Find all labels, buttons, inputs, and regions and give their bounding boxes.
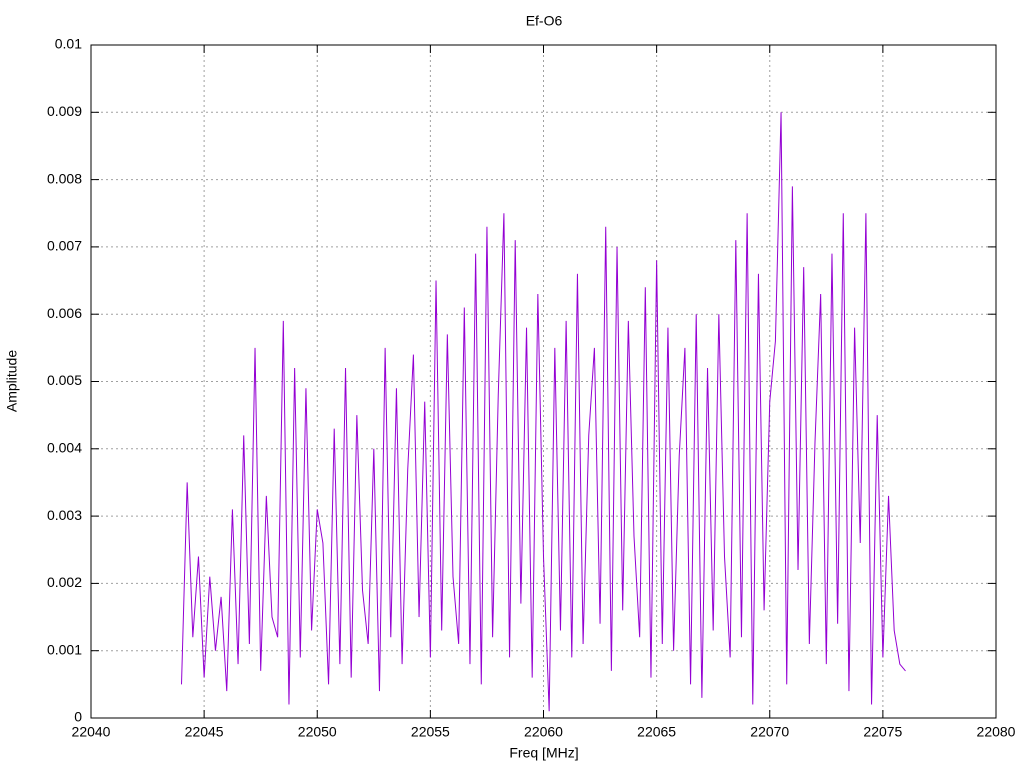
y-tick-label: 0.004 — [47, 440, 82, 456]
x-tick-label: 22070 — [750, 724, 789, 740]
y-tick-label: 0.007 — [47, 238, 82, 254]
x-tick-label: 22050 — [298, 724, 337, 740]
y-tick-label: 0.009 — [47, 103, 82, 119]
y-tick-label: 0.001 — [47, 641, 82, 657]
y-tick-label: 0.008 — [47, 170, 82, 186]
x-tick-label: 22055 — [411, 724, 450, 740]
y-tick-label: 0 — [74, 709, 82, 725]
x-tick-label: 22075 — [863, 724, 902, 740]
x-tick-label: 22080 — [977, 724, 1016, 740]
x-axis-label: Freq [MHz] — [509, 745, 578, 761]
plot-border — [90, 44, 997, 719]
x-tick-label: 22045 — [185, 724, 224, 740]
x-tick-label: 22060 — [524, 724, 563, 740]
y-tick-label: 0.006 — [47, 305, 82, 321]
y-tick-label: 0.003 — [47, 507, 82, 523]
y-tick-label: 0.002 — [47, 574, 82, 590]
y-axis-label: Amplitude — [4, 350, 20, 412]
x-tick-label: 22065 — [637, 724, 676, 740]
chart-title: Ef-O6 — [526, 13, 563, 29]
x-tick-label: 22040 — [72, 724, 111, 740]
y-tick-label: 0.005 — [47, 372, 82, 388]
data-line — [181, 112, 906, 712]
y-tick-label: 0.01 — [55, 36, 82, 52]
